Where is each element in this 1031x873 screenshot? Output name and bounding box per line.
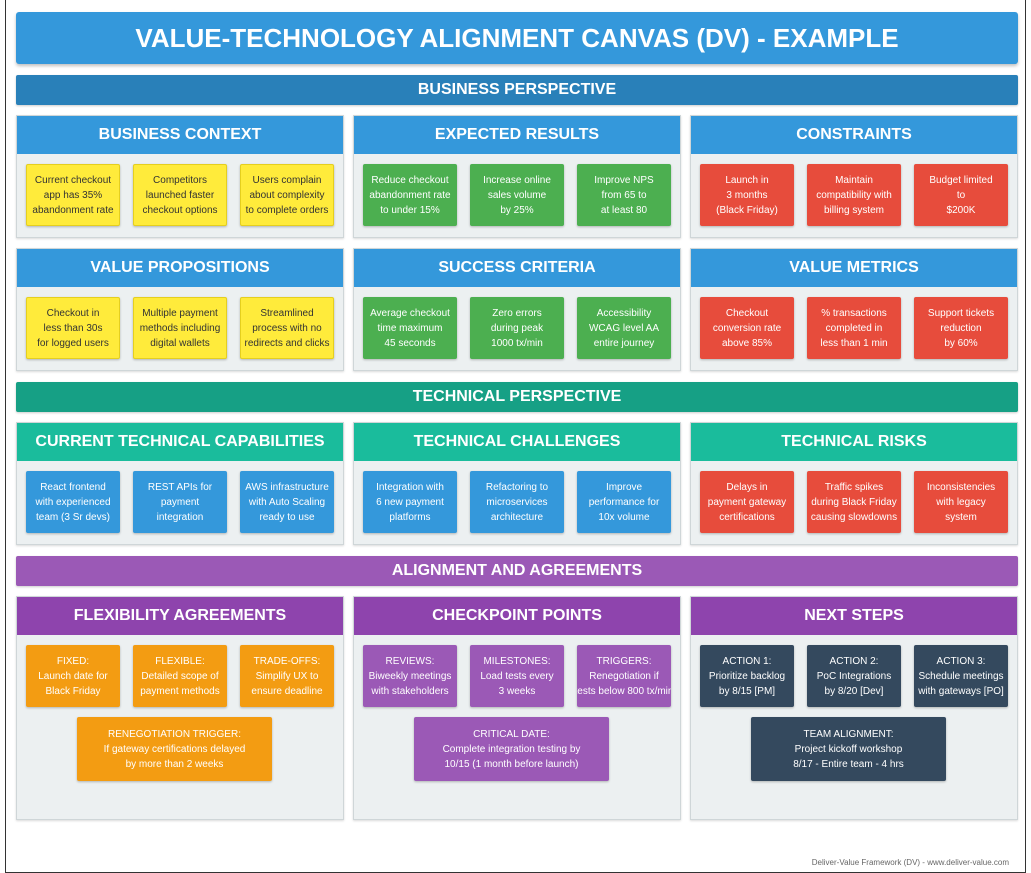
- panel-title: VALUE PROPOSITIONS: [17, 249, 343, 287]
- action-card: ACTION 3: Schedule meetings with gateway…: [914, 645, 1008, 707]
- criteria-card: Zero errors during peak 1000 tx/min: [470, 297, 564, 359]
- agreement-card: FLEXIBLE: Detailed scope of payment meth…: [133, 645, 227, 707]
- renegotiation-trigger-card: RENEGOTIATION TRIGGER: If gateway certif…: [77, 717, 272, 781]
- context-card: Users complain about complexity to compl…: [240, 164, 334, 226]
- panel-title: NEXT STEPS: [691, 597, 1017, 635]
- panel-technical-challenges: TECHNICAL CHALLENGES Integration with 6 …: [353, 422, 681, 545]
- panel-checkpoint-points: CHECKPOINT POINTS REVIEWS: Biweekly meet…: [353, 596, 681, 820]
- challenge-card: Integration with 6 new payment platforms: [363, 471, 457, 533]
- action-card: ACTION 1: Prioritize backlog by 8/15 [PM…: [700, 645, 794, 707]
- constraint-card: Launch in 3 months (Black Friday): [700, 164, 794, 226]
- panel-success-criteria: SUCCESS CRITERIA Average checkout time m…: [353, 248, 681, 371]
- risk-card: Delays in payment gateway certifications: [700, 471, 794, 533]
- proposition-card: Multiple payment methods including digit…: [133, 297, 227, 359]
- constraint-card: Budget limited to $200K: [914, 164, 1008, 226]
- panel-title: TECHNICAL CHALLENGES: [354, 423, 680, 461]
- page-title: VALUE-TECHNOLOGY ALIGNMENT CANVAS (DV) -…: [16, 12, 1018, 64]
- metric-card: Support tickets reduction by 60%: [914, 297, 1008, 359]
- capability-card: REST APIs for payment integration: [133, 471, 227, 533]
- proposition-card: Checkout in less than 30s for logged use…: [26, 297, 120, 359]
- section-business-bar: BUSINESS PERSPECTIVE: [16, 75, 1018, 105]
- panel-current-capabilities: CURRENT TECHNICAL CAPABILITIES React fro…: [16, 422, 344, 545]
- checkpoint-card: REVIEWS: Biweekly meetings with stakehol…: [363, 645, 457, 707]
- capability-card: AWS infrastructure with Auto Scaling rea…: [240, 471, 334, 533]
- panel-value-metrics: VALUE METRICS Checkout conversion rate a…: [690, 248, 1018, 371]
- criteria-card: Average checkout time maximum 45 seconds: [363, 297, 457, 359]
- result-card: Increase online sales volume by 25%: [470, 164, 564, 226]
- risk-card: Inconsistencies with legacy system: [914, 471, 1008, 533]
- challenge-card: Improve performance for 10x volume: [577, 471, 671, 533]
- challenge-card: Refactoring to microservices architectur…: [470, 471, 564, 533]
- context-card: Current checkout app has 35% abandonment…: [26, 164, 120, 226]
- panel-constraints: CONSTRAINTS Launch in 3 months (Black Fr…: [690, 115, 1018, 238]
- criteria-card: Accessibility WCAG level AA entire journ…: [577, 297, 671, 359]
- metric-card: Checkout conversion rate above 85%: [700, 297, 794, 359]
- risk-card: Traffic spikes during Black Friday causi…: [807, 471, 901, 533]
- panel-title: CONSTRAINTS: [691, 116, 1017, 154]
- footer-credit: Deliver-Value Framework (DV) - www.deliv…: [811, 858, 1009, 867]
- capability-card: React frontend with experienced team (3 …: [26, 471, 120, 533]
- panel-title: FLEXIBILITY AGREEMENTS: [17, 597, 343, 635]
- panel-title: CHECKPOINT POINTS: [354, 597, 680, 635]
- panel-flexibility-agreements: FLEXIBILITY AGREEMENTS FIXED: Launch dat…: [16, 596, 344, 820]
- result-card: Reduce checkout abandonment rate to unde…: [363, 164, 457, 226]
- panel-title: TECHNICAL RISKS: [691, 423, 1017, 461]
- panel-business-context: BUSINESS CONTEXT Current checkout app ha…: [16, 115, 344, 238]
- checkpoint-card: TRIGGERS: Renegotiation if tests below 8…: [577, 645, 671, 707]
- proposition-card: Streamlined process with no redirects an…: [240, 297, 334, 359]
- panel-title: SUCCESS CRITERIA: [354, 249, 680, 287]
- panel-technical-risks: TECHNICAL RISKS Delays in payment gatewa…: [690, 422, 1018, 545]
- team-alignment-card: TEAM ALIGNMENT: Project kickoff workshop…: [751, 717, 946, 781]
- constraint-card: Maintain compatibility with billing syst…: [807, 164, 901, 226]
- panel-expected-results: EXPECTED RESULTS Reduce checkout abandon…: [353, 115, 681, 238]
- panel-title: CURRENT TECHNICAL CAPABILITIES: [17, 423, 343, 461]
- panel-value-propositions: VALUE PROPOSITIONS Checkout in less than…: [16, 248, 344, 371]
- panel-title: VALUE METRICS: [691, 249, 1017, 287]
- checkpoint-card: MILESTONES: Load tests every 3 weeks: [470, 645, 564, 707]
- context-card: Competitors launched faster checkout opt…: [133, 164, 227, 226]
- action-card: ACTION 2: PoC Integrations by 8/20 [Dev]: [807, 645, 901, 707]
- agreement-card: FIXED: Launch date for Black Friday: [26, 645, 120, 707]
- critical-date-card: CRITICAL DATE: Complete integration test…: [414, 717, 609, 781]
- metric-card: % transactions completed in less than 1 …: [807, 297, 901, 359]
- agreement-card: TRADE-OFFS: Simplify UX to ensure deadli…: [240, 645, 334, 707]
- panel-title: EXPECTED RESULTS: [354, 116, 680, 154]
- section-technical-bar: TECHNICAL PERSPECTIVE: [16, 382, 1018, 412]
- result-card: Improve NPS from 65 to at least 80: [577, 164, 671, 226]
- panel-next-steps: NEXT STEPS ACTION 1: Prioritize backlog …: [690, 596, 1018, 820]
- panel-title: BUSINESS CONTEXT: [17, 116, 343, 154]
- section-alignment-bar: ALIGNMENT AND AGREEMENTS: [16, 556, 1018, 586]
